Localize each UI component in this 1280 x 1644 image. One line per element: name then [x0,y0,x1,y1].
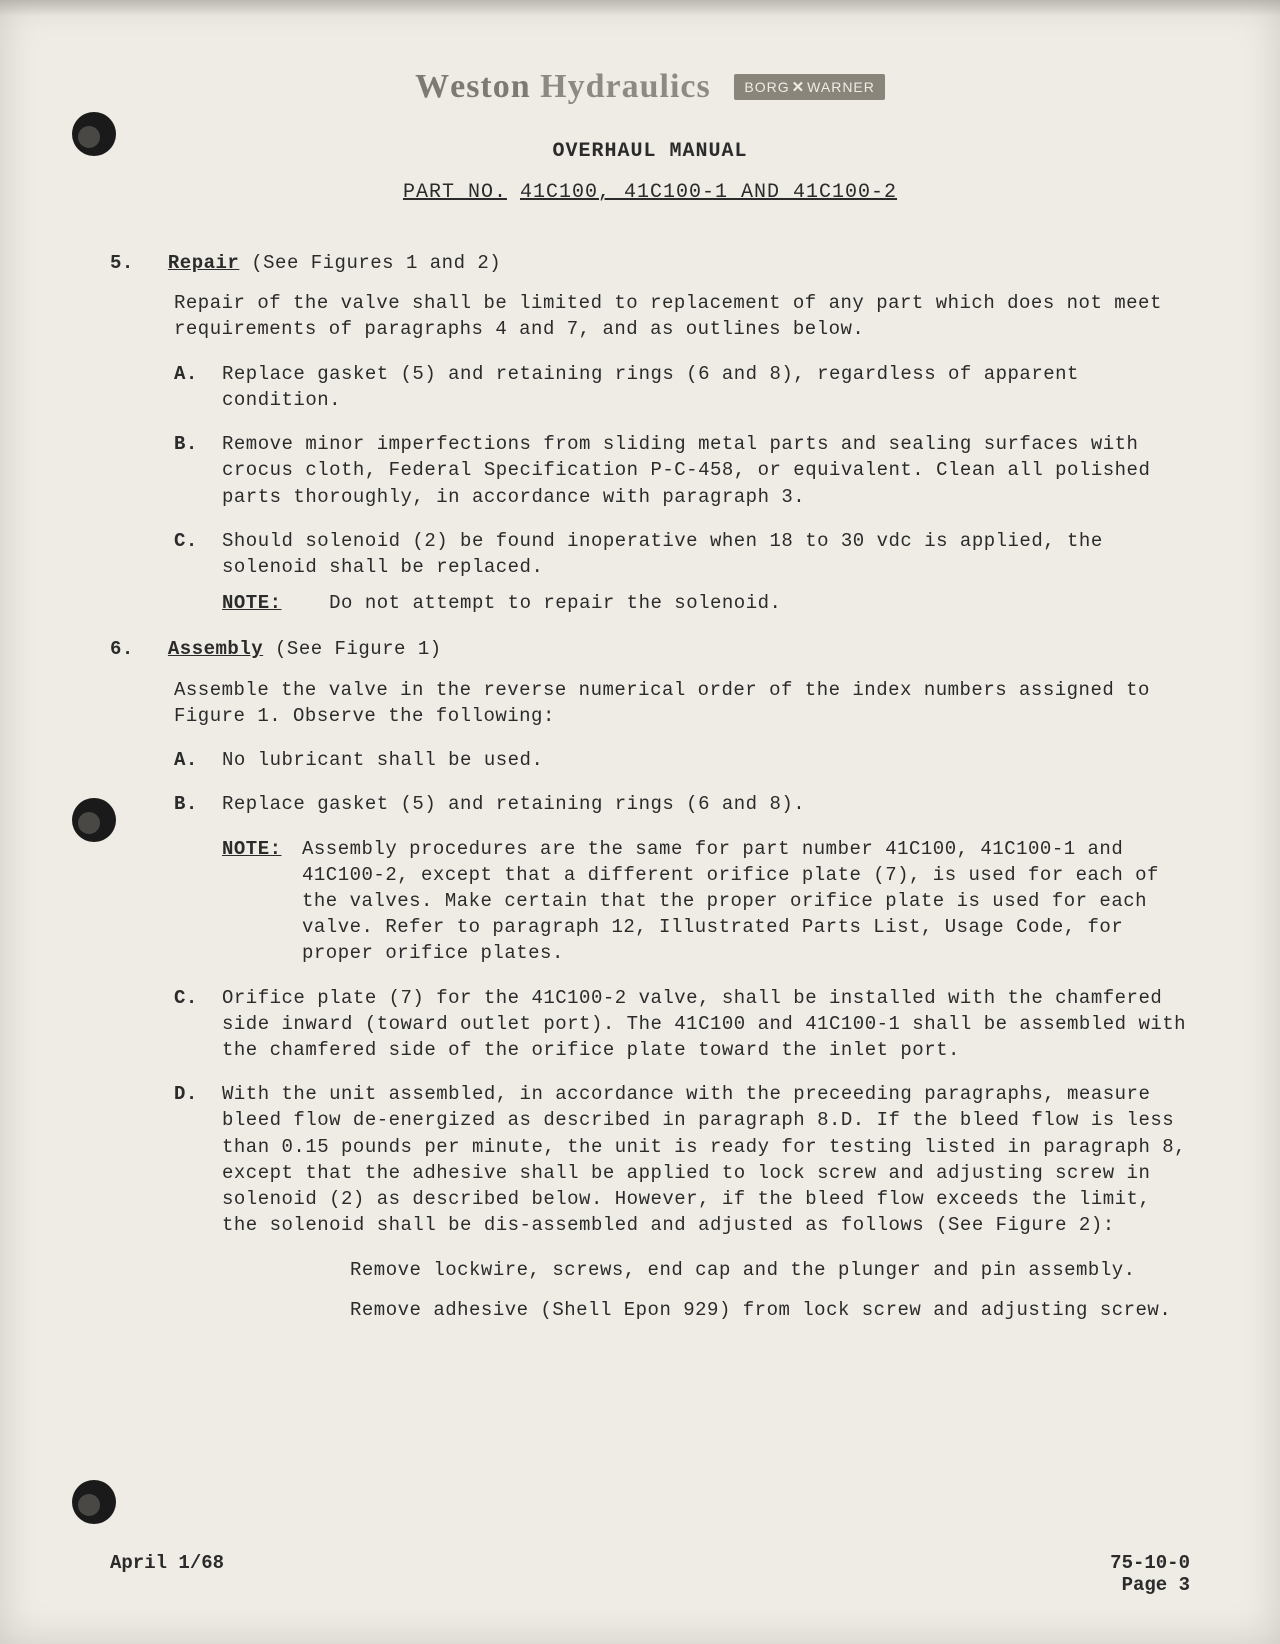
section-5-c-note: NOTE: Do not attempt to repair the solen… [222,590,1190,616]
brand-name: Weston Hydraulics [415,68,711,106]
item-letter: A. [174,361,222,413]
item-letter: A. [174,747,222,773]
item-letter: B. [174,791,222,817]
part-number-line: PART NO. 41C100, 41C100-1 AND 41C100-2 [110,181,1190,204]
document-body: 5. Repair (See Figures 1 and 2) Repair o… [110,250,1190,1323]
note-text: Do not attempt to repair the solenoid. [329,592,781,614]
brand-badge-right: WARNER [807,79,875,95]
section-5: 5. Repair (See Figures 1 and 2) Repair o… [110,250,1190,616]
section-5-number: 5. [110,250,156,276]
item-text: With the unit assembled, in accordance w… [222,1081,1190,1238]
item-text: Remove minor imperfections from sliding … [222,431,1190,510]
document-title: OVERHAUL MANUAL [110,140,1190,163]
section-5-tail: (See Figures 1 and 2) [251,252,501,274]
section-5-heading: 5. Repair (See Figures 1 and 2) [110,250,1190,276]
section-6-heading: 6. Assembly (See Figure 1) [110,636,1190,662]
scan-top-shadow [0,0,1280,16]
item-text: Replace gasket (5) and retaining rings (… [222,361,1190,413]
item-letter: C. [174,985,222,1064]
part-numbers: 41C100, 41C100-1 AND 41C100-2 [520,181,897,204]
section-5-intro: Repair of the valve shall be limited to … [174,290,1190,342]
page-footer: April 1/68 75-10-0 Page 3 [110,1552,1190,1596]
item-text: Orifice plate (7) for the 41C100-2 valve… [222,985,1190,1064]
section-6-title: Assembly [168,638,263,660]
brand-header: Weston Hydraulics BORG✕WARNER [110,68,1190,106]
section-6-b-note: NOTE: Assembly procedures are the same f… [222,836,1190,967]
section-5-item-b: B. Remove minor imperfections from slidi… [174,431,1190,510]
part-prefix: PART NO. [403,181,507,204]
section-6-item-a: A. No lubricant shall be used. [174,747,1190,773]
footer-page-number: Page 3 [1110,1574,1190,1596]
scanned-page: Weston Hydraulics BORG✕WARNER OVERHAUL M… [0,0,1280,1644]
section-5-c-text: Should solenoid (2) be found inoperative… [222,530,1103,578]
footer-right: 75-10-0 Page 3 [1110,1552,1190,1596]
note-text: Assembly procedures are the same for par… [302,836,1190,967]
brand-badge-left: BORG [744,79,789,95]
section-6: 6. Assembly (See Figure 1) Assemble the … [110,636,1190,1323]
item-text: No lubricant shall be used. [222,747,1190,773]
item-letter: B. [174,431,222,510]
hole-punch-bottom [72,1480,116,1524]
section-6-item-d: D. With the unit assembled, in accordanc… [174,1081,1190,1238]
hole-punch-middle [72,798,116,842]
section-6-tail: (See Figure 1) [275,638,442,660]
footer-date: April 1/68 [110,1552,224,1596]
note-label: NOTE: [222,592,282,614]
item-letter: D. [174,1081,222,1238]
item-text: Should solenoid (2) be found inoperative… [222,528,1190,617]
footer-doc-code: 75-10-0 [1110,1552,1190,1574]
hole-punch-top [72,112,116,156]
section-6-number: 6. [110,636,156,662]
section-6-intro: Assemble the valve in the reverse numeri… [174,677,1190,729]
section-5-item-c: C. Should solenoid (2) be found inoperat… [174,528,1190,617]
section-6-item-c: C. Orifice plate (7) for the 41C100-2 va… [174,985,1190,1064]
note-label-column: NOTE: [222,836,302,967]
brand-badge-x: ✕ [792,78,806,96]
item-text: Replace gasket (5) and retaining rings (… [222,791,1190,817]
section-5-title: Repair [168,252,239,274]
note-label: NOTE: [222,838,282,860]
item-letter: C. [174,528,222,617]
section-6-item-b: B. Replace gasket (5) and retaining ring… [174,791,1190,817]
section-6-d-step-1: Remove lockwire, screws, end cap and the… [350,1257,1190,1283]
brand-badge: BORG✕WARNER [734,74,885,100]
section-5-item-a: A. Replace gasket (5) and retaining ring… [174,361,1190,413]
section-6-d-step-2: Remove adhesive (Shell Epon 929) from lo… [350,1297,1190,1323]
